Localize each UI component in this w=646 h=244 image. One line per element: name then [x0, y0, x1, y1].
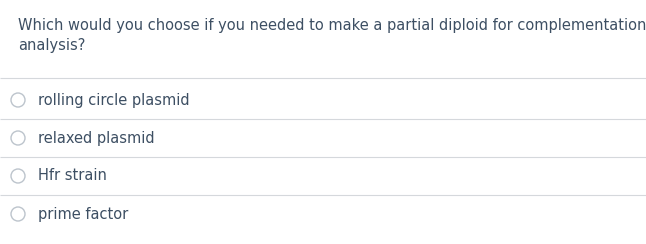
Text: Which would you choose if you needed to make a partial diploid for complementati: Which would you choose if you needed to …: [18, 18, 646, 33]
Text: Hfr strain: Hfr strain: [38, 169, 107, 183]
Text: relaxed plasmid: relaxed plasmid: [38, 131, 154, 145]
Text: rolling circle plasmid: rolling circle plasmid: [38, 92, 190, 108]
Text: analysis?: analysis?: [18, 38, 85, 53]
Text: prime factor: prime factor: [38, 206, 129, 222]
